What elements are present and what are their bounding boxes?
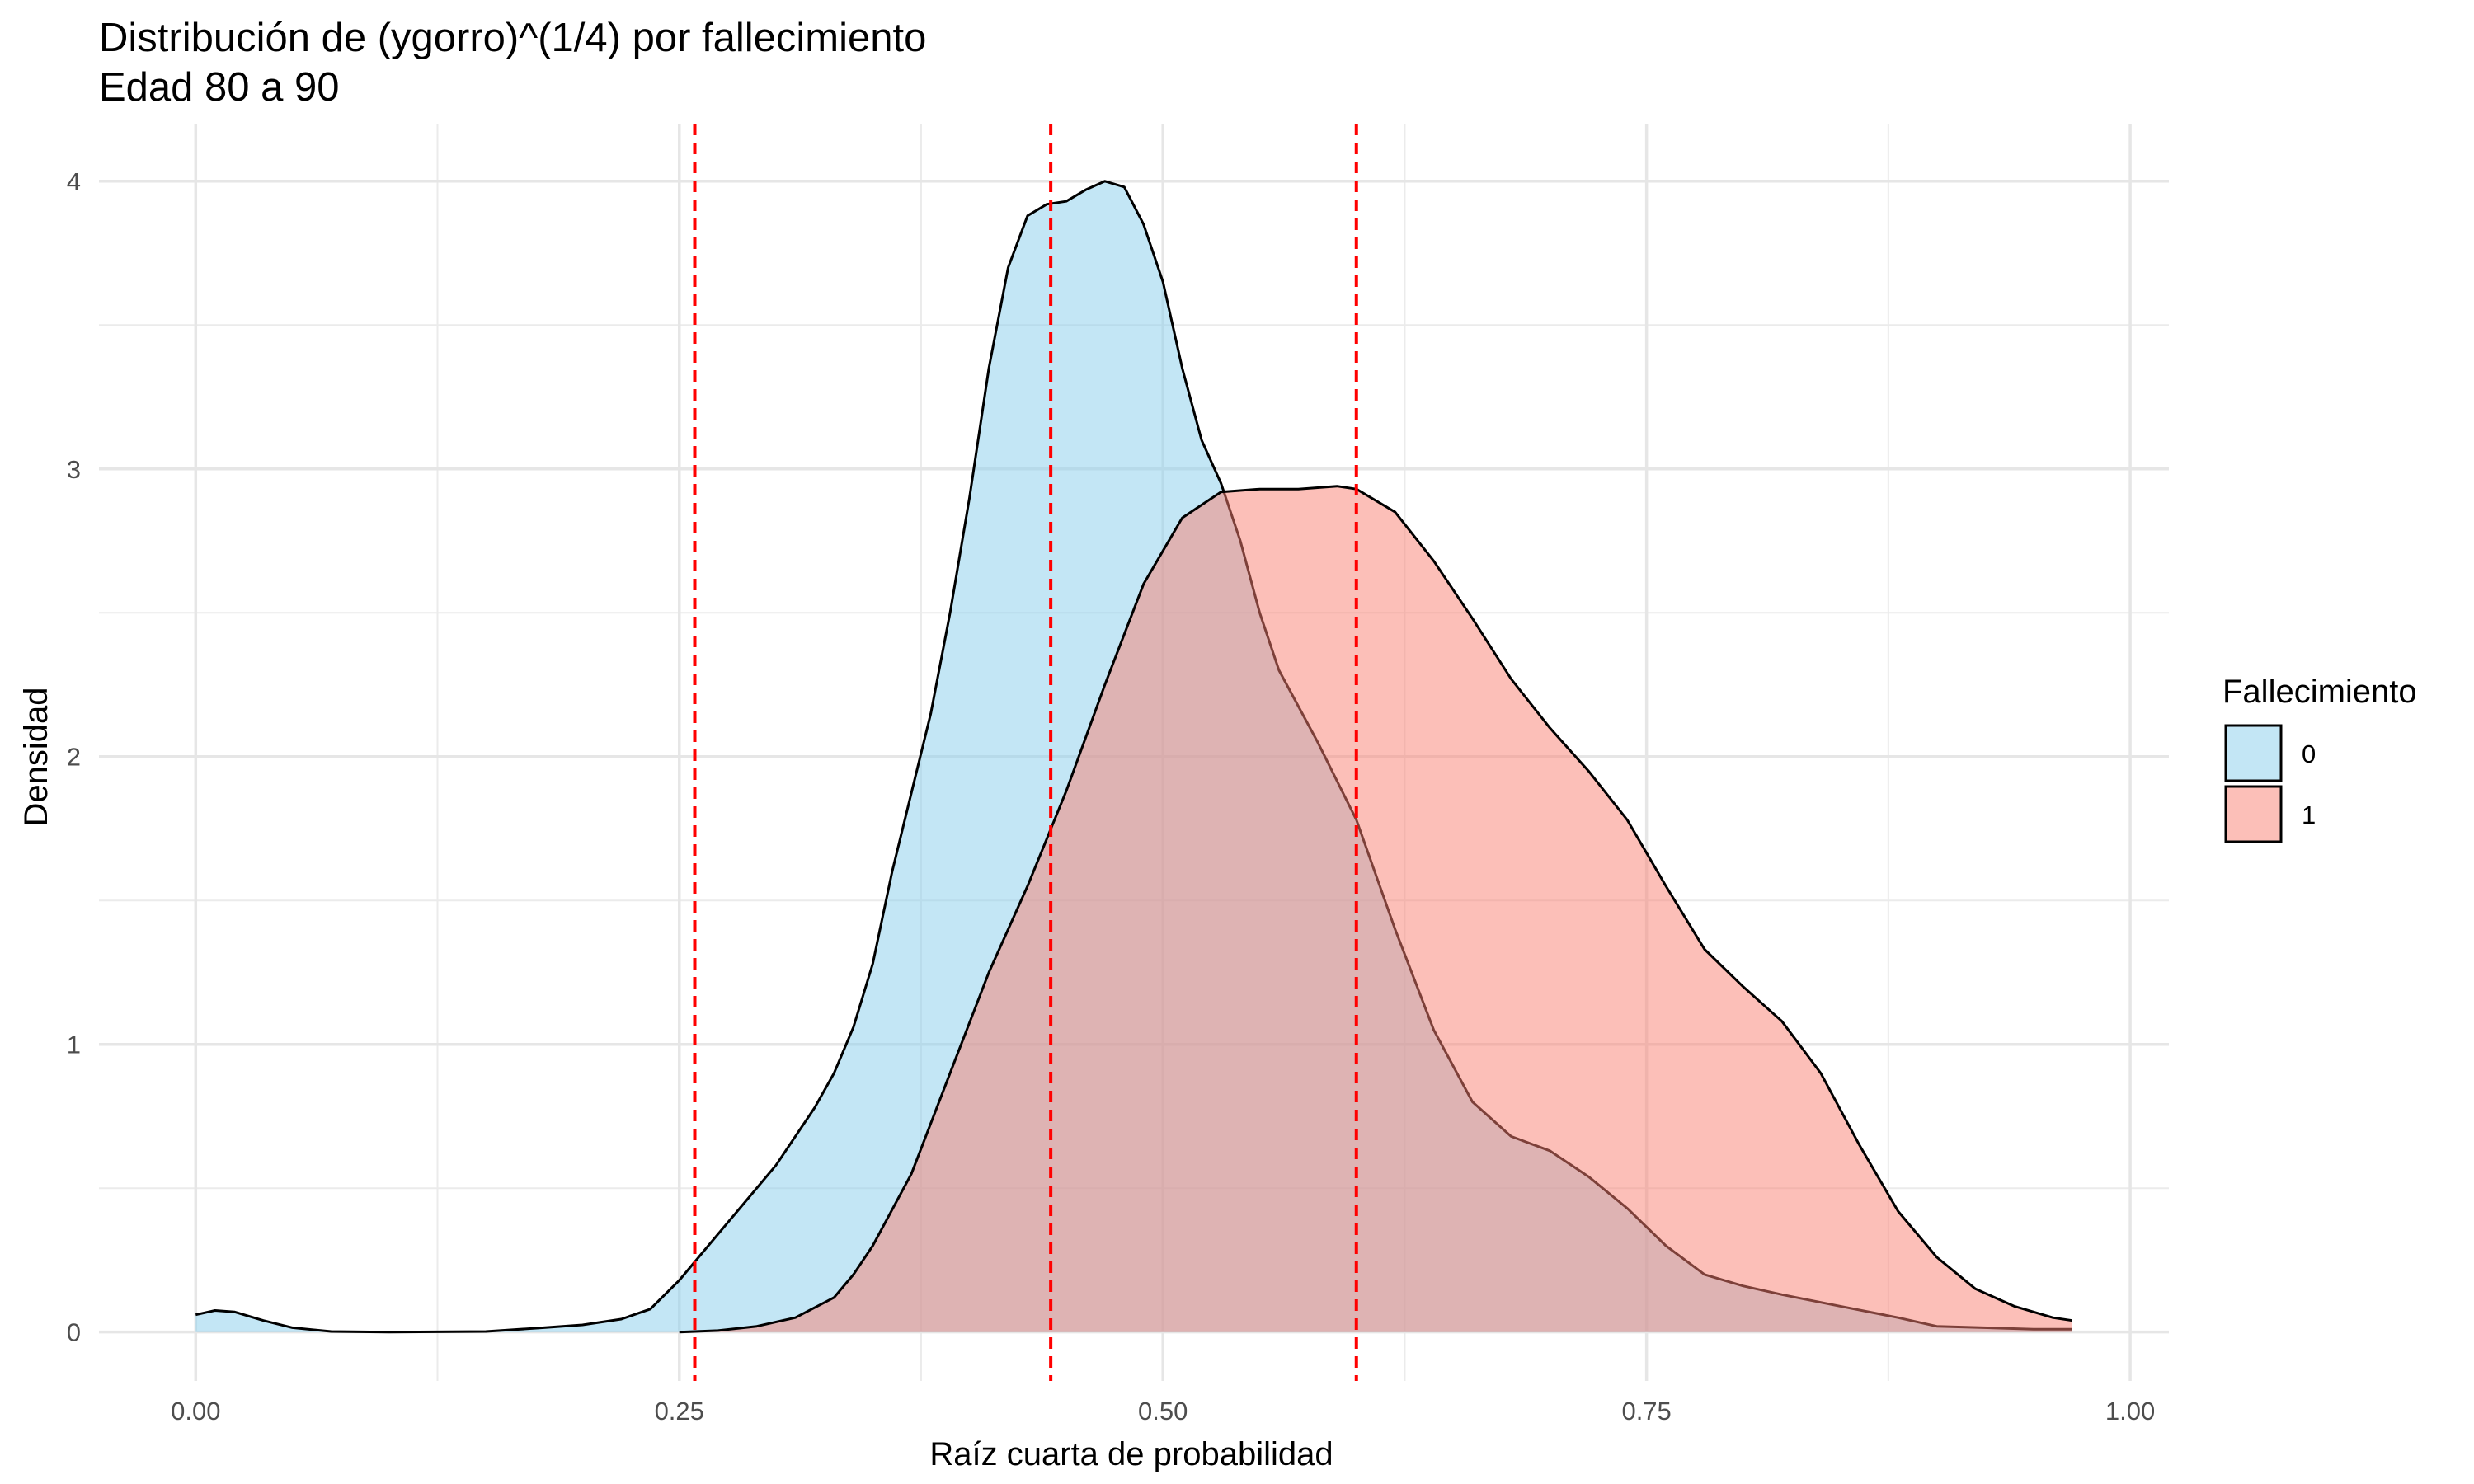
y-tick-label: 3 [67,455,81,484]
x-tick-label: 0.00 [171,1397,220,1425]
x-tick-label: 0.75 [1621,1397,1671,1425]
x-tick-label: 0.25 [655,1397,704,1425]
legend-title: Fallecimiento [2222,674,2417,710]
x-tick-label: 1.00 [2105,1397,2155,1425]
y-tick-label: 2 [67,743,81,772]
chart-title: Distribución de (ygorro)^(1/4) por falle… [99,16,926,60]
density-area-1 [679,486,2072,1332]
chart-subtitle: Edad 80 a 90 [99,65,340,110]
x-axis-title: Raíz cuarta de probabilidad [929,1436,1333,1472]
legend-swatch-0 [2224,724,2283,782]
legend-label-0: 0 [2302,740,2316,768]
x-axis: 0.00 0.25 0.50 0.75 1.00 [171,1397,2155,1425]
y-tick-label: 4 [67,167,81,196]
legend-entries: 01 [2224,724,2316,843]
y-axis-title: Densidad [18,687,54,826]
x-tick-label: 0.50 [1138,1397,1188,1425]
legend: Fallecimiento 01 [2222,674,2417,843]
y-tick-label: 0 [67,1318,81,1347]
reference-lines [693,124,1358,1381]
y-axis: 0 1 2 3 4 [67,167,81,1347]
legend-swatch-1 [2224,785,2283,843]
plot-panel [99,124,2169,1381]
y-tick-label: 1 [67,1031,81,1059]
legend-label-1: 1 [2302,801,2316,829]
